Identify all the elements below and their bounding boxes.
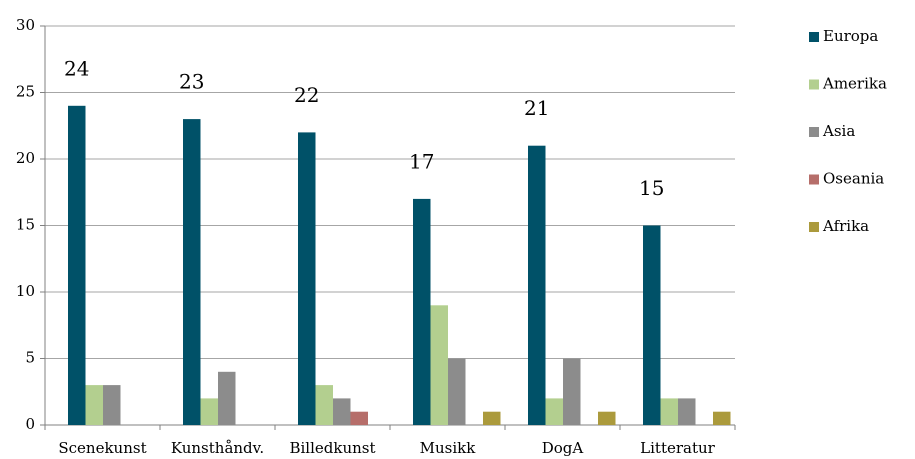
legend-swatch: [809, 174, 819, 185]
legend-swatch: [809, 79, 819, 90]
y-tick-label: 25: [16, 83, 35, 101]
bar: [713, 411, 731, 425]
legend-swatch: [809, 222, 819, 232]
x-tick-label: Scenekunst: [58, 439, 146, 457]
x-tick-label: Kunsthåndv.: [171, 439, 264, 457]
data-label: 17: [409, 149, 434, 173]
legend-swatch: [809, 32, 819, 42]
legend-label: Amerika: [822, 75, 887, 93]
legend-label: Oseania: [823, 170, 884, 188]
x-tick-label: Billedkunst: [289, 439, 375, 457]
legend-swatch: [809, 127, 819, 137]
bar: [678, 398, 696, 425]
bar: [350, 411, 368, 425]
bar: [68, 105, 86, 426]
bar: [660, 398, 678, 425]
bar: [448, 358, 466, 425]
bar: [545, 398, 563, 425]
legend-label: Afrika: [822, 217, 869, 235]
bar: [483, 411, 501, 425]
data-label: 23: [179, 70, 204, 94]
bar: [85, 385, 103, 425]
bar: [183, 119, 201, 425]
legend-label: Europa: [823, 27, 878, 45]
bar: [103, 385, 121, 425]
y-tick-label: 10: [16, 282, 35, 300]
data-label: 15: [639, 176, 664, 200]
bar: [315, 385, 333, 425]
y-tick-label: 0: [25, 415, 35, 433]
y-tick-label: 20: [16, 149, 35, 167]
bar: [598, 411, 616, 425]
data-label: 22: [294, 83, 319, 107]
bar: [528, 145, 546, 425]
x-tick-label: Litteratur: [640, 439, 715, 457]
legend-label: Asia: [822, 122, 855, 140]
data-label: 21: [524, 96, 549, 120]
bar: [218, 371, 236, 425]
y-tick-label: 30: [16, 16, 35, 34]
bar: [298, 132, 316, 425]
bar: [563, 358, 581, 425]
x-tick-label: Musikk: [420, 439, 477, 457]
bar: [200, 398, 218, 425]
bar: [430, 305, 448, 425]
data-label: 24: [64, 56, 89, 80]
y-tick-label: 5: [25, 349, 35, 367]
bar: [413, 198, 431, 425]
x-tick-label: DogA: [542, 439, 584, 457]
bar: [643, 225, 661, 425]
y-tick-label: 15: [16, 216, 35, 234]
bar: [333, 398, 351, 425]
